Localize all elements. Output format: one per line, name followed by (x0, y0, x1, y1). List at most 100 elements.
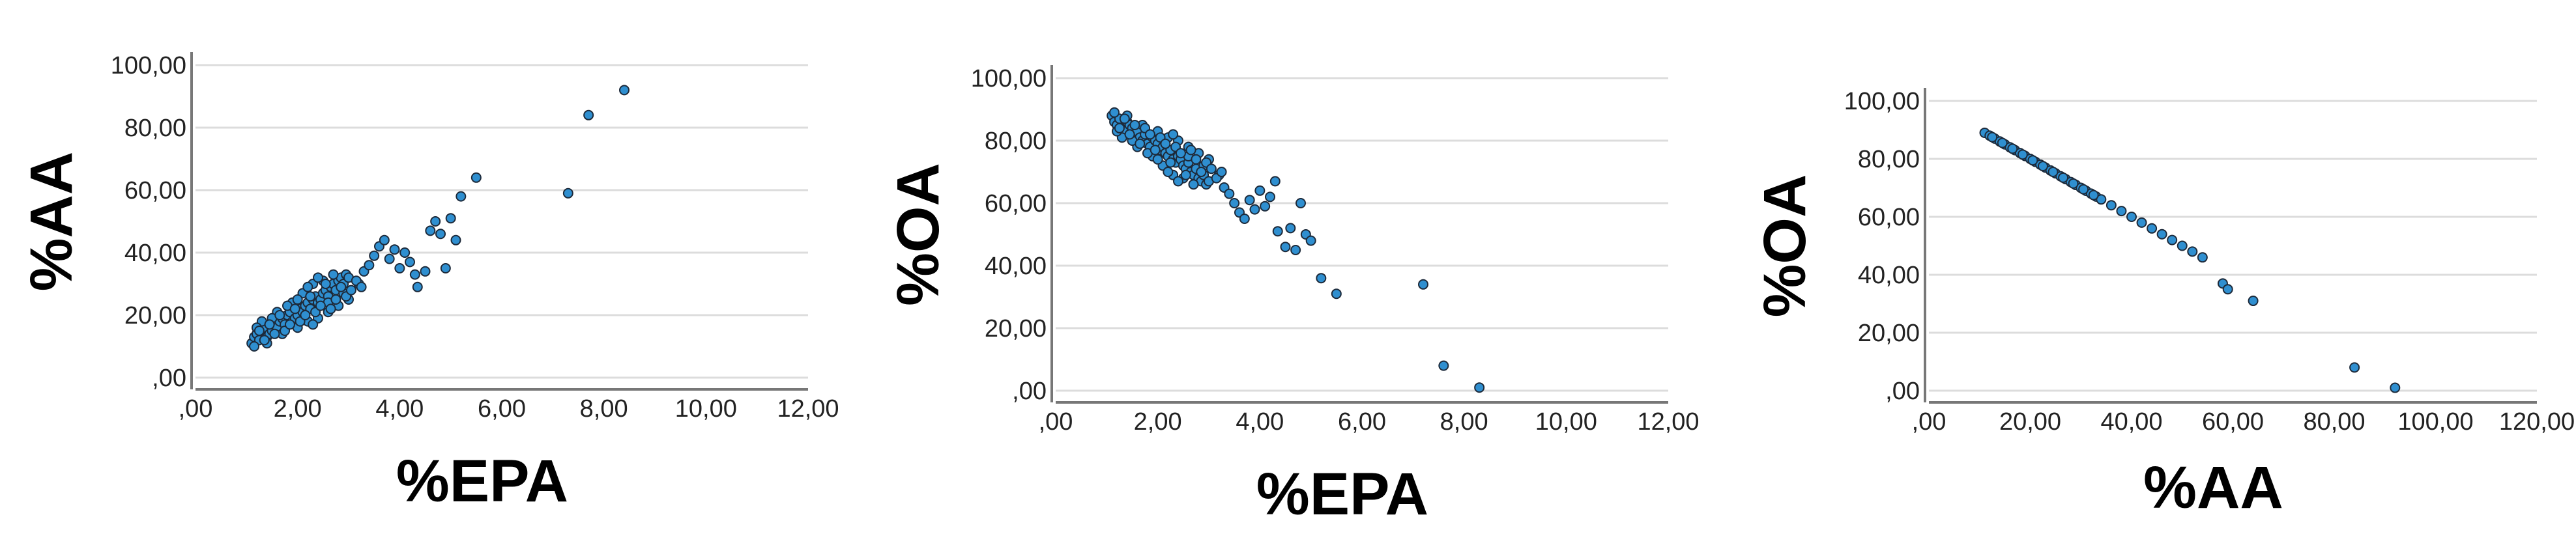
grid-lines (1056, 77, 1668, 392)
y-tick-label: 40,00 (1858, 262, 1920, 289)
y-tick-label: ,00 (152, 365, 186, 392)
data-point (1290, 245, 1301, 255)
y-tick-labels: ,00 20,00 40,00 60,00 80,00 100,00 (1844, 88, 1920, 405)
data-point (1129, 120, 1140, 130)
data-point (1265, 191, 1275, 202)
data-point (1173, 176, 1183, 187)
y-axis-title: %AA (18, 152, 85, 292)
x-axis-title: %EPA (1256, 461, 1428, 527)
data-point (325, 303, 336, 314)
data-point (315, 300, 326, 311)
data-point (2058, 172, 2069, 183)
data-point (2096, 194, 2107, 205)
data-point (412, 281, 423, 292)
data-point (1160, 138, 1171, 149)
data-point (2349, 362, 2360, 373)
y-tick-label: 40,00 (124, 240, 186, 267)
data-point (328, 269, 339, 280)
x-tick-labels: ,00 2,00 4,00 6,00 8,00 10,00 12,00 (1039, 408, 1700, 436)
data-point (619, 85, 630, 96)
data-point (264, 319, 275, 330)
data-point (2167, 234, 2178, 245)
data-point (430, 216, 441, 227)
x-tick-label: ,00 (1039, 408, 1073, 436)
y-tick-label: 20,00 (1858, 320, 1920, 347)
data-point (450, 234, 461, 245)
x-tick-label: 6,00 (478, 395, 526, 423)
data-point (405, 257, 415, 268)
y-tick-label: 100,00 (1844, 88, 1920, 115)
y-tick-label: 100,00 (971, 65, 1047, 92)
scatter-chart-oa-vs-aa: ,00 20,00 40,00 60,00 80,00 100,00 ,00 2… (1752, 88, 2575, 521)
x-tick-label: ,00 (179, 395, 213, 423)
data-point (2037, 161, 2048, 172)
data-point (1295, 198, 1306, 208)
scatter-panel-oa-vs-aa: ,00 20,00 40,00 60,00 80,00 100,00 ,00 2… (1733, 0, 2576, 558)
data-point (1185, 145, 1196, 156)
data-point (440, 263, 451, 273)
data-point (1119, 113, 1130, 124)
data-point (2147, 223, 2158, 234)
data-point (284, 319, 295, 330)
data-point (409, 269, 420, 280)
data-point (2197, 252, 2208, 263)
data-point (1269, 176, 1281, 187)
x-tick-label: 120,00 (2499, 408, 2575, 436)
data-point (1165, 157, 1176, 168)
y-tick-label: 80,00 (985, 128, 1047, 155)
data-point (389, 244, 400, 255)
data-point (259, 335, 270, 346)
data-point (1260, 201, 1271, 212)
x-axis-title: %AA (2143, 454, 2283, 521)
x-tick-label: 10,00 (675, 395, 737, 423)
x-tick-label: 80,00 (2303, 408, 2365, 436)
scatter-chart-aa-vs-epa: ,00 20,00 40,00 60,00 80,00 100,00 ,00 2… (18, 52, 839, 514)
data-point (379, 234, 390, 245)
data-point (2156, 229, 2167, 240)
y-tick-label: 60,00 (985, 190, 1047, 217)
data-point (1229, 198, 1240, 208)
data-point (2222, 284, 2233, 295)
x-tick-label: 2,00 (1134, 408, 1182, 436)
data-point (253, 326, 265, 336)
data-point (336, 281, 347, 292)
data-point (274, 310, 285, 320)
data-point (2177, 240, 2188, 251)
data-point (2248, 296, 2259, 307)
y-tick-label: 60,00 (124, 177, 186, 204)
data-point (308, 319, 319, 330)
data-point (302, 281, 313, 292)
data-point (1188, 179, 1199, 190)
data-point (1152, 154, 1163, 165)
x-tick-label: 20,00 (1999, 408, 2061, 436)
x-tick-label: 12,00 (1637, 408, 1699, 436)
data-point (1249, 204, 1260, 215)
data-point (1280, 242, 1291, 253)
y-tick-label: 40,00 (985, 253, 1047, 280)
y-tick-label: 100,00 (111, 52, 186, 79)
data-point (269, 328, 280, 339)
scatter-panel-aa-vs-epa: ,00 20,00 40,00 60,00 80,00 100,00 ,00 2… (0, 0, 847, 558)
data-point (2027, 155, 2038, 166)
x-tick-labels: ,00 20,00 40,00 60,00 80,00 100,00 120,0… (1912, 408, 2575, 436)
data-point (1997, 137, 2008, 148)
data-point (2078, 184, 2089, 195)
x-tick-label: 12,00 (777, 395, 839, 423)
data-point (1239, 214, 1250, 224)
data-point (1109, 107, 1120, 118)
data-point (1244, 195, 1255, 206)
data-point (249, 341, 260, 352)
y-tick-label: 80,00 (1858, 146, 1920, 173)
data-point (1124, 129, 1135, 140)
data-point (2136, 217, 2147, 228)
data-point (420, 266, 431, 277)
data-point (1114, 122, 1125, 133)
data-point (2048, 167, 2059, 178)
y-tick-labels: ,00 20,00 40,00 60,00 80,00 100,00 (971, 65, 1047, 405)
data-point (1206, 163, 1217, 174)
data-points (1107, 107, 1485, 393)
y-tick-label: 20,00 (985, 315, 1047, 342)
x-tick-label: ,00 (1912, 408, 1946, 436)
data-point (1418, 279, 1428, 290)
